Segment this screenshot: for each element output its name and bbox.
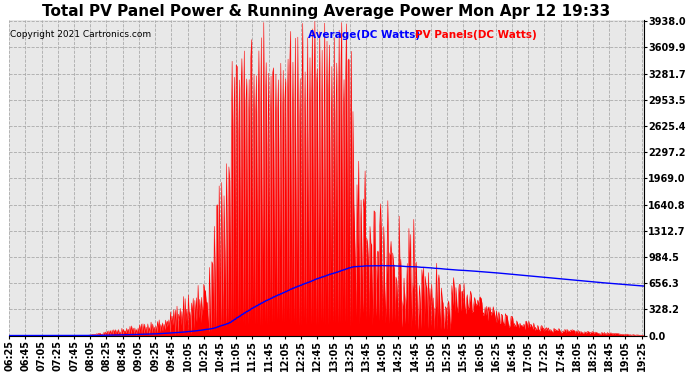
Text: Copyright 2021 Cartronics.com: Copyright 2021 Cartronics.com: [10, 30, 151, 39]
Text: Average(DC Watts): Average(DC Watts): [308, 30, 420, 40]
Title: Total PV Panel Power & Running Average Power Mon Apr 12 19:33: Total PV Panel Power & Running Average P…: [43, 4, 611, 19]
Text: PV Panels(DC Watts): PV Panels(DC Watts): [415, 30, 538, 40]
